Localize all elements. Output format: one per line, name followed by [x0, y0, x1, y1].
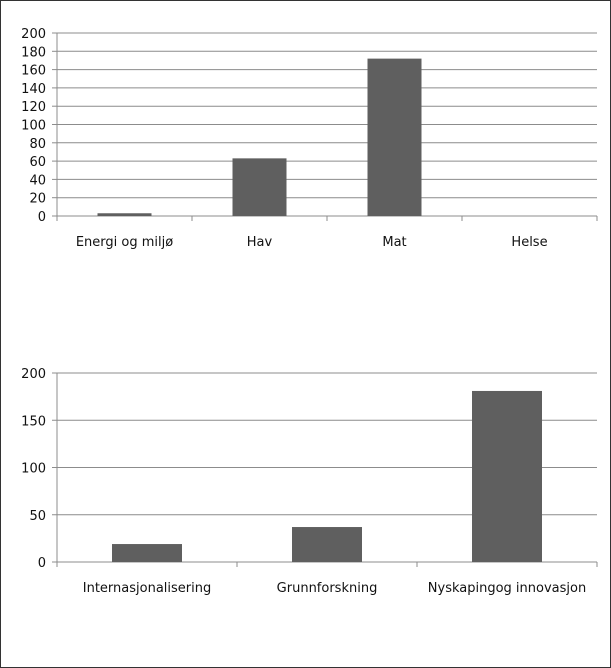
c2-ytick-label-50: 50 [29, 509, 46, 524]
c1-bar-2 [367, 58, 422, 217]
c1-bar-0 [97, 213, 152, 216]
c1-category-label-1: Hav [247, 235, 273, 250]
c1-ytick-label-180: 180 [21, 45, 46, 60]
c1-ytick-label-140: 140 [21, 82, 46, 97]
c1-category-label-0: Energi og miljø [76, 235, 173, 250]
c2-bar-1 [292, 527, 362, 562]
c1-category-label-3: Helse [511, 235, 547, 250]
c1-ytick-label-100: 100 [21, 119, 46, 134]
c1-ytick-label-120: 120 [21, 100, 46, 115]
c2-category-label-2: Nyskapingog innovasjon [428, 581, 586, 596]
c2-ytick-label-200: 200 [21, 367, 46, 382]
c1-ytick-label-200: 200 [21, 27, 46, 42]
c2-ytick-label-0: 0 [38, 556, 46, 571]
c1-ytick-label-80: 80 [29, 137, 46, 152]
c1-ytick-label-60: 60 [29, 155, 46, 170]
c2-ytick-label-100: 100 [21, 462, 46, 477]
c2-category-label-0: Internasjonalisering [83, 581, 211, 596]
c1-category-label-2: Mat [382, 235, 406, 250]
c1-ytick-label-20: 20 [29, 192, 46, 207]
c2-ytick-label-150: 150 [21, 414, 46, 429]
c1-bar-1 [232, 158, 287, 216]
c2-bar-0 [112, 544, 182, 562]
chart-thematic-areas: 0 20 40 60 80 100 120 140 160 180 200 Energi og mil… [21, 27, 598, 250]
c1-ytick-label-160: 160 [21, 64, 46, 79]
c2-bar-2 [472, 390, 542, 562]
c2-category-label-1: Grunnforskning [277, 581, 378, 596]
c1-ytick-label-40: 40 [29, 173, 46, 188]
c1-ytick-label-0: 0 [38, 210, 46, 225]
